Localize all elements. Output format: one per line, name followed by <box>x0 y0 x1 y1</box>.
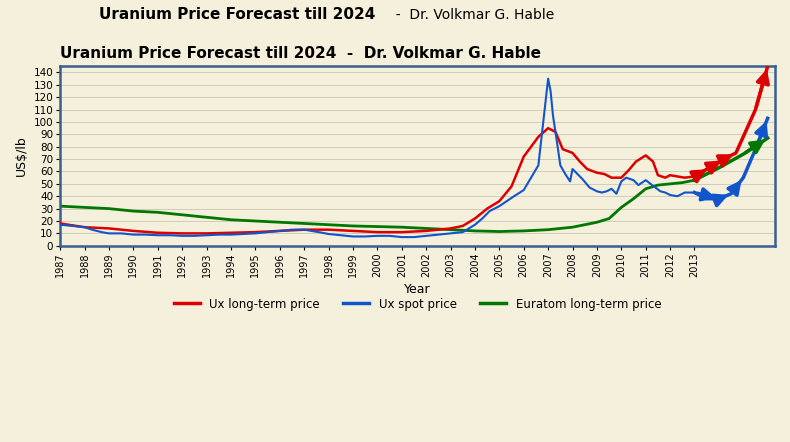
Text: Uranium Price Forecast till 2024: Uranium Price Forecast till 2024 <box>99 7 375 22</box>
Y-axis label: US$/lb: US$/lb <box>15 136 28 176</box>
Text: -  Dr. Volkmar G. Hable: - Dr. Volkmar G. Hable <box>387 8 555 22</box>
Legend: Ux long-term price, Ux spot price, Euratom long-term price: Ux long-term price, Ux spot price, Eurat… <box>169 293 666 315</box>
X-axis label: Year: Year <box>404 283 431 296</box>
Text: Uranium Price Forecast till 2024  -  Dr. Volkmar G. Hable: Uranium Price Forecast till 2024 - Dr. V… <box>60 46 541 61</box>
